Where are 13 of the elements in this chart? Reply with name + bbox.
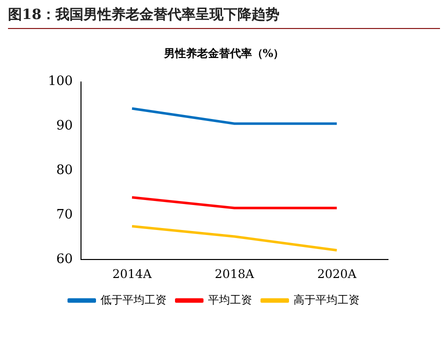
chart-subtitle: 男性养老金替代率（%） — [162, 46, 286, 61]
x-tick-label: 2018A — [214, 266, 254, 281]
y-tick-label: 100 — [48, 74, 73, 90]
legend-label: 平均工资 — [208, 293, 252, 306]
y-tick-label: 70 — [56, 208, 73, 223]
y-tick-label: 60 — [56, 252, 73, 267]
legend-label: 高于平均工资 — [293, 293, 360, 306]
chart-title: 图18：我国男性养老金替代率呈现下降趋势 — [8, 6, 440, 29]
y-tick-label: 80 — [56, 163, 73, 178]
y-tick-label: 90 — [56, 118, 73, 134]
x-tick-label: 2014A — [112, 266, 152, 281]
x-tick-label: 2020A — [317, 266, 357, 281]
legend-label: 低于平均工资 — [100, 293, 166, 306]
